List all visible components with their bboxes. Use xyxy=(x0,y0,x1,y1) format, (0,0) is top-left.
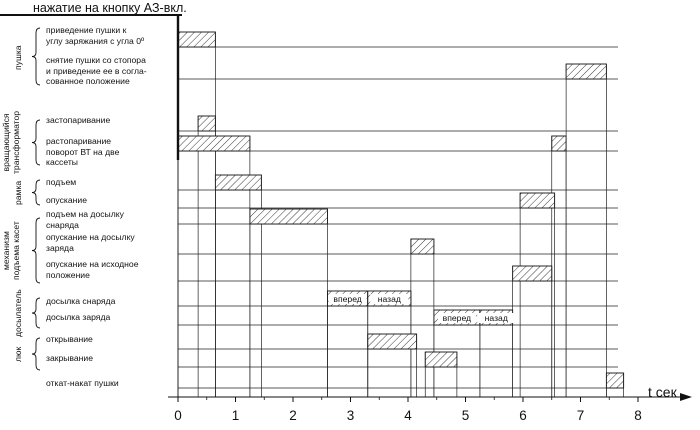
group-label: вращающийся трансформатор xyxy=(1,110,21,174)
task-bar xyxy=(519,192,556,209)
operation-label: подъем xyxy=(46,177,77,187)
group-brace xyxy=(31,179,41,206)
task-bar xyxy=(410,238,435,255)
group-label: люк xyxy=(13,346,23,362)
bar-label-bg xyxy=(370,294,409,304)
operation-label: закрывание xyxy=(46,353,94,363)
group-brace xyxy=(31,337,41,371)
task-bar xyxy=(249,208,328,225)
bar-label-bg xyxy=(477,313,516,323)
group-label: пушка xyxy=(13,44,23,70)
operation-label: опускание на исходное положение xyxy=(46,259,139,280)
task-bar xyxy=(214,174,262,191)
bar-label: вперед xyxy=(333,294,361,304)
tick-label: 2 xyxy=(289,408,297,423)
operation-label: снятие пушки со стопора и приведение ее … xyxy=(46,55,147,86)
task-bar xyxy=(177,135,251,152)
group-brace xyxy=(31,27,41,86)
task-bar xyxy=(565,63,607,80)
tick-label: 6 xyxy=(519,408,527,423)
operation-label: досылка снаряда xyxy=(46,296,116,306)
task-bar xyxy=(197,115,216,132)
group-label: рамка xyxy=(13,180,23,205)
task-bar xyxy=(367,333,418,350)
tick-label: 4 xyxy=(404,408,412,423)
task-bar xyxy=(512,265,553,282)
group-brace xyxy=(31,119,41,166)
group-brace xyxy=(31,217,41,284)
bar-label: вперед xyxy=(443,313,471,323)
operation-label: откат-накат пушки xyxy=(46,378,119,388)
diagram-title: нажатие на кнопку АЗ-вкл. xyxy=(33,1,187,15)
tick-label: 0 xyxy=(174,408,182,423)
operation-label: застопаривание xyxy=(46,115,111,125)
group-brace xyxy=(31,297,41,329)
tick-label: 8 xyxy=(634,408,642,423)
operation-label: опускание xyxy=(46,195,87,205)
time-axis-label: t сек xyxy=(648,384,677,400)
axis-arrow-icon xyxy=(680,393,692,401)
task-bar xyxy=(177,31,216,48)
bar-label: назад xyxy=(485,313,508,323)
bar-label-bg xyxy=(328,294,367,304)
operation-label: досылка заряда xyxy=(46,312,111,322)
bar-label: назад xyxy=(378,294,401,304)
operation-label: подъем на досылку снаряда xyxy=(46,209,124,230)
title-underline xyxy=(0,14,182,16)
tick-label: 5 xyxy=(461,408,470,423)
tick-label: 3 xyxy=(346,408,355,423)
tick-label: 7 xyxy=(576,408,585,423)
group-label: досылатель xyxy=(13,289,23,337)
task-bar xyxy=(424,351,458,368)
operation-label: приведение пушки к углу заряжания с угла… xyxy=(46,25,145,46)
operation-label: открывание xyxy=(46,334,93,344)
task-bar xyxy=(551,135,567,152)
operation-label: опускание на досылку заряда xyxy=(46,232,135,253)
operation-label: растопаривание поворот ВТ на две кассеты xyxy=(46,136,120,167)
bar-label-bg xyxy=(437,313,476,323)
group-label: механизм подъема касет xyxy=(1,220,21,280)
task-bar xyxy=(605,372,625,389)
tick-label: 1 xyxy=(231,408,240,423)
